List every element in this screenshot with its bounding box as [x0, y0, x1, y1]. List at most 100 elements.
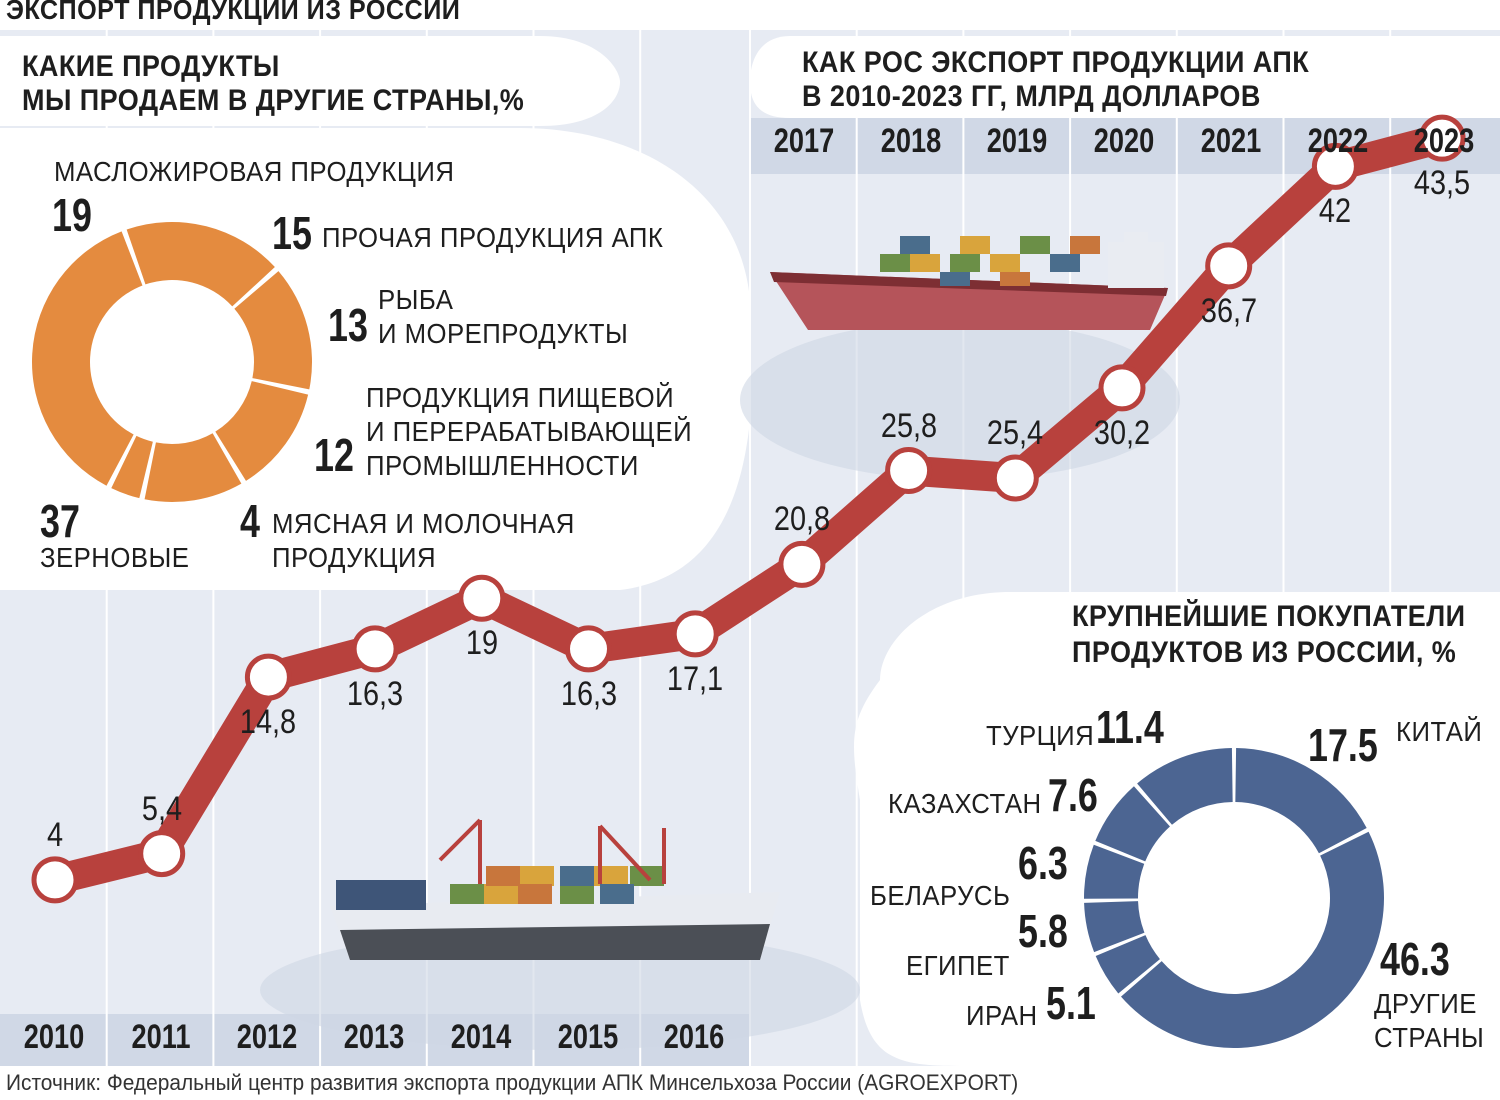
buyers-value-turkey: 11.4 — [1096, 701, 1164, 753]
year-label: 2014 — [450, 1018, 512, 1056]
buyers-label-kazakhstan: КАЗАХСТАН — [888, 788, 1042, 819]
year-label: 2015 — [557, 1018, 618, 1056]
page-title: ЭКСПОРТ ПРОДУКЦИИ ИЗ РОССИИ — [6, 0, 461, 25]
data-label: 42 — [1319, 192, 1352, 231]
products-value-other: 15 — [272, 207, 312, 259]
donut-slice — [1235, 748, 1367, 854]
buyers-label-others-2: СТРАНЫ — [1374, 1022, 1485, 1053]
buyers-label-turkey: ТУРЦИЯ — [986, 720, 1095, 751]
data-point — [138, 830, 186, 878]
products-label-other: ПРОЧАЯ ПРОДУКЦИЯ АПК — [322, 222, 664, 253]
buyers-value-belarus: 6.3 — [1018, 837, 1068, 889]
products-title-line1: КАКИЕ ПРОДУКТЫ — [22, 50, 280, 83]
buyers-title-line1: КРУПНЕЙШИЕ ПОКУПАТЕЛИ — [1072, 600, 1466, 633]
data-label: 43,5 — [1413, 164, 1471, 203]
year-label: 2010 — [23, 1018, 85, 1056]
products-label-food-2: И ПЕРЕРАБАТЫВАЮЩЕЙ — [366, 416, 693, 447]
year-label: 2019 — [987, 122, 1048, 160]
data-label: 16,3 — [346, 674, 404, 713]
growth-title-line2: В 2010-2023 ГГ, МЛРД ДОЛЛАРОВ — [802, 80, 1261, 113]
data-point — [565, 625, 612, 673]
buyers-title-line2: ПРОДУКТОВ ИЗ РОССИИ, % — [1072, 636, 1457, 669]
buyers-label-china: КИТАЙ — [1396, 716, 1483, 747]
data-point — [351, 625, 399, 673]
data-label: 17,1 — [667, 659, 724, 698]
buyers-label-others-1: ДРУГИЕ — [1374, 988, 1477, 1019]
products-value-fish: 13 — [328, 299, 368, 351]
year-label: 2013 — [343, 1018, 405, 1056]
products-label-food-1: ПРОДУКЦИЯ ПИЩЕВОЙ — [366, 382, 675, 413]
buyers-label-iran: ИРАН — [966, 1000, 1038, 1031]
year-label: 2012 — [237, 1018, 298, 1056]
data-label: 5,4 — [141, 789, 182, 828]
buyers-label-egypt: ЕГИПЕТ — [906, 950, 1010, 981]
donut-slice — [126, 222, 275, 307]
buyers-value-egypt: 5.8 — [1018, 905, 1068, 957]
products-label-fish-2: И МОРЕПРОДУКТЫ — [378, 318, 629, 349]
buyers-value-others: 46.3 — [1380, 933, 1450, 985]
year-label: 2016 — [663, 1018, 725, 1056]
data-point — [991, 454, 1039, 502]
data-point — [1311, 142, 1359, 190]
buyers-value-china: 17.5 — [1308, 719, 1378, 771]
products-label-food-3: ПРОМЫШЛЕННОСТИ — [366, 450, 639, 481]
donut-slice — [215, 381, 309, 481]
donut-slice — [1095, 935, 1160, 994]
products-value-food: 12 — [314, 429, 354, 481]
data-point — [778, 540, 826, 588]
donut-slice — [1084, 901, 1145, 953]
year-label: 2023 — [1413, 122, 1475, 160]
donut-slice — [1120, 831, 1384, 1048]
products-label-meat-2: ПРОДУКЦИЯ — [272, 542, 437, 573]
buyers-label-belarus: БЕЛАРУСЬ — [870, 880, 1011, 911]
buyers-value-iran: 5.1 — [1046, 977, 1096, 1029]
data-point — [1098, 364, 1146, 412]
year-label: 2020 — [1093, 122, 1155, 160]
donut-slice — [1084, 844, 1145, 899]
products-label-fish-1: РЫБА — [378, 284, 454, 315]
products-label-oils: МАСЛОЖИРОВАЯ ПРОДУКЦИЯ — [54, 156, 455, 187]
year-label: 2018 — [880, 122, 941, 160]
data-label: 25,8 — [880, 406, 937, 445]
data-point — [671, 610, 719, 658]
data-label: 20,8 — [773, 500, 831, 539]
donut-slice — [144, 433, 242, 502]
donut-slice — [1137, 748, 1233, 825]
products-value-oils: 19 — [52, 189, 92, 241]
products-value-meat: 4 — [240, 495, 260, 547]
products-value-grain: 37 — [40, 495, 80, 547]
year-label: 2022 — [1307, 122, 1368, 160]
growth-title-line1: КАК РОС ЭКСПОРТ ПРОДУКЦИИ АПК — [802, 46, 1310, 79]
donut-slice — [111, 435, 153, 499]
products-label-grain: ЗЕРНОВЫЕ — [40, 542, 190, 573]
donut-slice — [234, 271, 312, 390]
year-label: 2017 — [773, 122, 835, 160]
products-donut-chart — [31, 222, 312, 502]
data-label: 19 — [465, 624, 498, 663]
source-note: Источник: Федеральный центр развития экс… — [6, 1070, 1019, 1095]
data-label: 16,3 — [560, 674, 617, 713]
data-point — [31, 856, 79, 904]
data-point — [244, 653, 292, 701]
year-label: 2011 — [131, 1018, 191, 1056]
buyers-donut-chart — [1084, 748, 1384, 1048]
data-point — [1205, 242, 1253, 290]
products-title-card — [0, 36, 620, 126]
growth-title-card — [750, 36, 1500, 118]
donut-slice — [1095, 786, 1170, 862]
data-point — [458, 574, 506, 622]
year-label: 2021 — [1200, 122, 1262, 160]
data-point — [1418, 114, 1466, 162]
donut-slice — [31, 231, 143, 486]
data-label: 4 — [46, 815, 64, 854]
data-point — [885, 447, 933, 495]
buyers-value-kazakhstan: 7.6 — [1048, 769, 1098, 821]
products-label-meat-1: МЯСНАЯ И МОЛОЧНАЯ — [272, 508, 575, 539]
data-label: 25,4 — [987, 414, 1044, 453]
container-ship-bottom — [260, 818, 860, 1050]
data-label: 14,8 — [240, 703, 297, 742]
products-title-line2: МЫ ПРОДАЕМ В ДРУГИЕ СТРАНЫ,% — [22, 84, 525, 117]
data-label: 30,2 — [1093, 413, 1151, 452]
